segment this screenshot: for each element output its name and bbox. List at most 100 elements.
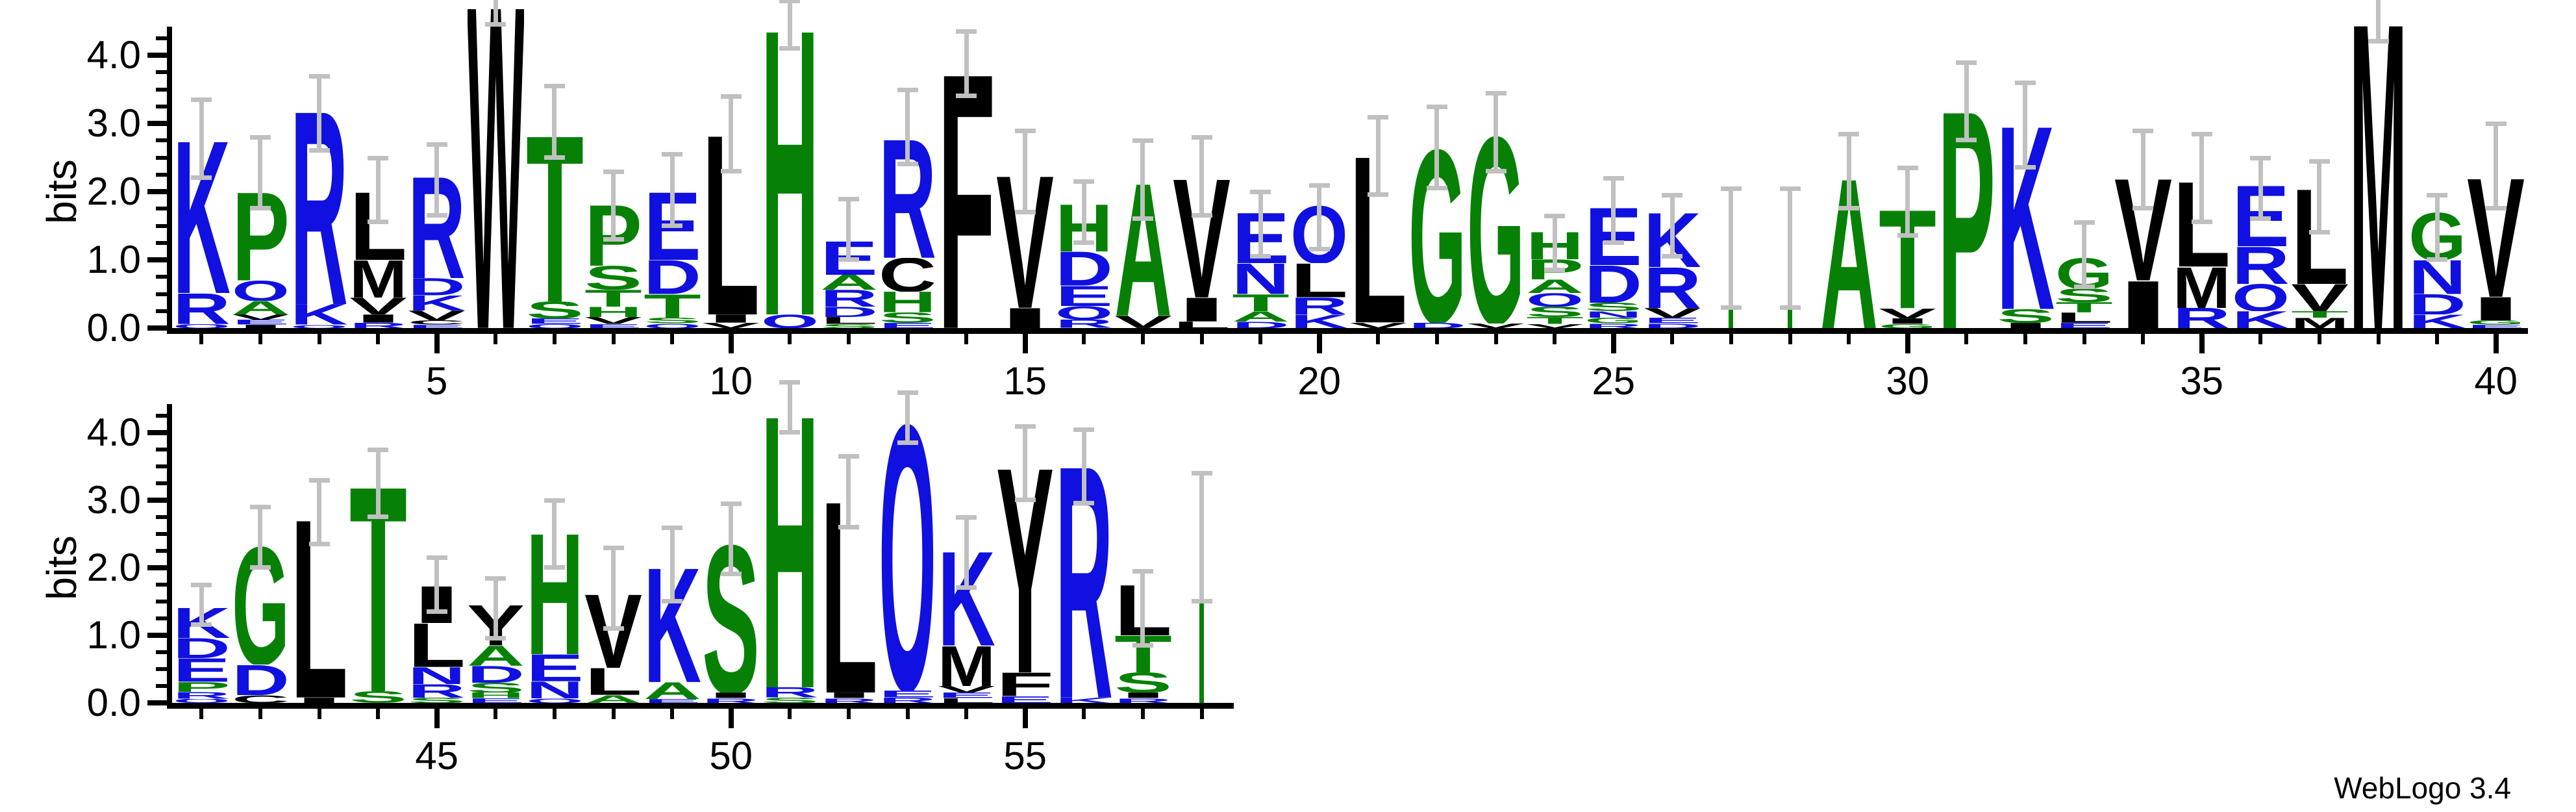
error-bar-top-cap xyxy=(544,498,565,503)
error-bar-top-cap xyxy=(1603,176,1624,181)
logo-letter: L xyxy=(585,668,642,695)
error-bar-top-cap xyxy=(368,448,389,452)
error-bar-bottom-cap xyxy=(662,599,683,603)
y-tick-label: 0.0 xyxy=(86,681,141,724)
logo-letter-glyph: H xyxy=(468,692,524,698)
error-bar-line xyxy=(964,517,969,589)
error-bar-bottom-cap xyxy=(249,565,271,570)
svg-text:P: P xyxy=(173,682,230,692)
svg-text:D: D xyxy=(2409,294,2466,315)
error-bar-bottom-cap xyxy=(191,622,212,628)
svg-text:V: V xyxy=(1115,316,1171,328)
logo-letter-glyph: V xyxy=(703,323,759,328)
x-minor-tick xyxy=(670,709,675,719)
svg-text:S: S xyxy=(527,301,583,318)
svg-text:I: I xyxy=(2468,297,2524,321)
error-bar-line xyxy=(493,0,498,25)
logo-letter-glyph: L xyxy=(821,500,877,692)
logo-letter-glyph: S xyxy=(2056,288,2112,302)
y-tick-label: 0.0 xyxy=(86,306,141,349)
error-bar-line xyxy=(669,527,675,602)
error-bar-line xyxy=(2082,222,2086,287)
logo-letter-glyph: D xyxy=(408,278,465,295)
logo-letter: M xyxy=(2350,21,2407,329)
x-minor-tick xyxy=(1434,334,1439,344)
error-bar-bottom-cap xyxy=(838,257,859,262)
x-major-tick xyxy=(1022,334,1028,353)
logo-letter: Q xyxy=(879,424,936,691)
logo-letter-glyph: V xyxy=(350,298,406,314)
svg-text:S: S xyxy=(468,683,524,693)
logo-letter: L xyxy=(821,500,877,692)
error-bar-top-cap xyxy=(1132,138,1153,144)
error-bar-bottom-cap xyxy=(485,21,506,27)
svg-text:T: T xyxy=(527,134,583,301)
logo-letter: Q xyxy=(644,324,701,328)
logo-letter: E xyxy=(997,696,1053,703)
svg-text:R: R xyxy=(762,687,818,698)
logo-letter: E xyxy=(2468,325,2524,328)
svg-text:C: C xyxy=(408,320,465,324)
y-minor-tick xyxy=(156,275,167,279)
logo-letter-glyph: S xyxy=(1997,309,2054,323)
logo-letter-glyph: E xyxy=(879,691,936,697)
logo-letter: E xyxy=(585,324,642,328)
error-bar-top-cap xyxy=(662,525,683,530)
error-bar-line xyxy=(2376,0,2381,42)
logo-letter-glyph: E xyxy=(997,696,1053,703)
svg-text:R: R xyxy=(879,698,936,703)
logo-letter: S xyxy=(644,318,701,323)
logo-letter-glyph: Q xyxy=(1056,306,1112,320)
logo-letter: Q xyxy=(527,324,583,328)
logo-letter-glyph: K xyxy=(1056,698,1112,703)
svg-text:L: L xyxy=(1173,322,1230,329)
logo-letter: A xyxy=(1527,279,1583,293)
y-minor-tick xyxy=(156,481,167,485)
svg-text:E: E xyxy=(585,324,642,328)
logo-letter: R xyxy=(1644,267,1701,308)
logo-letter-glyph: Q xyxy=(291,325,347,328)
weblogo-credit: WebLogo 3.4 xyxy=(2334,771,2511,805)
x-minor-tick xyxy=(846,709,851,719)
svg-text:M: M xyxy=(2350,21,2407,329)
svg-text:G: G xyxy=(2468,320,2524,324)
svg-text:E: E xyxy=(938,692,995,698)
logo-letter: R xyxy=(1115,698,1171,703)
logo-letter-glyph: S xyxy=(408,698,465,703)
error-bar-top-cap xyxy=(308,477,330,483)
logo-letter-glyph: S xyxy=(1115,672,1171,692)
error-bar-top-cap xyxy=(1485,90,1507,95)
error-bar-line xyxy=(2434,195,2440,260)
svg-text:E: E xyxy=(1056,286,1112,307)
logo-letter: I xyxy=(1997,323,2054,328)
logo-letter-glyph: M xyxy=(2292,318,2348,328)
x-tick-label: 40 xyxy=(2474,359,2518,403)
logo-letter: R xyxy=(1291,298,1347,314)
error-bar-bottom-cap xyxy=(2250,216,2271,221)
svg-text:R: R xyxy=(1644,267,1701,308)
error-bar-line xyxy=(317,479,321,544)
error-bar-bottom-cap xyxy=(1485,168,1507,173)
x-minor-tick xyxy=(1258,334,1263,344)
x-minor-tick xyxy=(1847,334,1851,344)
logo-letter: V xyxy=(703,323,759,328)
logo-letter: S xyxy=(762,698,818,703)
logo-letter-glyph: Q xyxy=(762,314,818,328)
x-tick-label: 45 xyxy=(415,734,459,778)
svg-text:D: D xyxy=(1585,265,1642,303)
logo-letter: V xyxy=(1468,324,1524,328)
svg-text:N: N xyxy=(2409,260,2466,294)
svg-text:E: E xyxy=(1644,318,1701,323)
logo-letter-glyph: Q xyxy=(173,324,230,328)
logo-letter: L xyxy=(1173,322,1230,329)
logo-letter: T xyxy=(585,290,642,307)
logo-letter: E xyxy=(879,691,936,697)
error-bar-top-cap xyxy=(2250,155,2271,160)
svg-text:I: I xyxy=(232,325,289,328)
error-bar-top-cap xyxy=(603,545,624,550)
error-bar-line xyxy=(1434,106,1440,188)
logo-letter-glyph: E xyxy=(232,320,289,324)
error-bar-bottom-cap xyxy=(956,585,977,590)
x-minor-tick xyxy=(1788,334,1792,344)
